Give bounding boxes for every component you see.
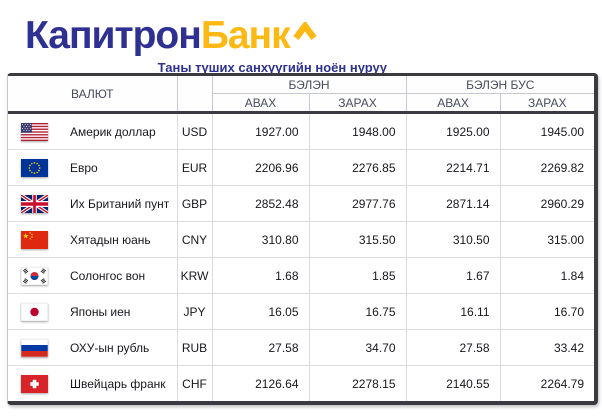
cash-buy-rate: 2206.96 <box>212 149 310 186</box>
noncash-buy-rate: 2140.55 <box>406 365 501 401</box>
col-header-noncash-buy: АВАХ <box>406 93 501 114</box>
cash-sell-rate: 2977.76 <box>309 185 407 222</box>
logo-caret-icon <box>293 4 317 52</box>
cash-buy-rate: 2852.48 <box>212 185 310 222</box>
currency-cell: Их Британий пунт <box>8 185 178 222</box>
brand-logo[interactable]: КапитронБанк Таны түших санхүүгийн ноён … <box>25 4 387 75</box>
noncash-sell-rate: 2264.79 <box>500 365 595 401</box>
col-header-cash-buy: АВАХ <box>212 93 310 114</box>
currency-cell: Америк доллар <box>8 112 178 150</box>
noncash-sell-rate: 1.84 <box>500 257 595 294</box>
cash-buy-rate: 2126.64 <box>212 365 310 401</box>
brand-name: КапитронБанк <box>25 4 387 60</box>
flag-gb-icon <box>21 194 48 213</box>
noncash-sell-rate: 33.42 <box>500 329 595 366</box>
currency-cell: Хятадын юань <box>8 221 178 258</box>
table-row: ОХУ-ын рубль RUB 27.58 34.70 27.58 33.42 <box>8 329 595 366</box>
flag-kr-icon <box>21 266 48 285</box>
currency-name: Их Британий пунт <box>70 196 170 211</box>
flag-us-icon <box>21 122 48 141</box>
cash-sell-rate: 2278.15 <box>309 365 407 401</box>
col-header-noncash-sell: ЗАРАХ <box>500 93 595 114</box>
rates-table-body: Америк доллар USD 1927.00 1948.00 1925.00 194… <box>8 112 595 401</box>
currency-name: Евро <box>70 160 98 175</box>
currency-code: CHF <box>177 365 213 401</box>
cash-buy-rate: 1927.00 <box>212 112 310 150</box>
table-header: ВАЛЮТ БЭЛЭН БЭЛЭН БУС АВАХ ЗАРАХ АВАХ ЗА… <box>8 76 595 114</box>
noncash-sell-rate: 315.00 <box>500 221 595 258</box>
table-row: Евро EUR 2206.96 2276.85 2214.71 2269.82 <box>8 149 595 186</box>
col-header-code <box>177 76 213 114</box>
col-header-cash: БЭЛЭН <box>212 76 407 94</box>
table-row: Их Британий пунт GBP 2852.48 2977.76 2871.14… <box>8 185 595 222</box>
flag-ch-icon <box>21 374 48 393</box>
noncash-buy-rate: 2871.14 <box>406 185 501 222</box>
currency-name: Солонгос вон <box>70 268 146 283</box>
noncash-buy-rate: 16.11 <box>406 293 501 330</box>
currency-name: Хятадын юань <box>70 232 151 247</box>
noncash-buy-rate: 1.67 <box>406 257 501 294</box>
brand-name-part1: Капитрон <box>25 14 202 57</box>
noncash-buy-rate: 2214.71 <box>406 149 501 186</box>
currency-name: Швейцарь франк <box>70 376 166 391</box>
cash-sell-rate: 2276.85 <box>309 149 407 186</box>
noncash-buy-rate: 1925.00 <box>406 112 501 150</box>
currency-code: JPY <box>177 293 213 330</box>
currency-name: Америк доллар <box>70 124 156 139</box>
cash-buy-rate: 1.68 <box>212 257 310 294</box>
col-header-noncash: БЭЛЭН БУС <box>406 76 595 94</box>
table-row: Швейцарь франк CHF 2126.64 2278.15 2140.55 22… <box>8 365 595 401</box>
brand-name-part2: Банк <box>200 14 291 57</box>
cash-buy-rate: 310.80 <box>212 221 310 258</box>
flag-ru-icon <box>21 338 48 357</box>
currency-cell: Японы иен <box>8 293 178 330</box>
noncash-sell-rate: 2960.29 <box>500 185 595 222</box>
flag-jp-icon <box>21 302 48 321</box>
cash-buy-rate: 16.05 <box>212 293 310 330</box>
table-row: Солонгос вон KRW 1.68 1.85 1.67 1.84 <box>8 257 595 294</box>
brand-tagline: Таны түших санхүүгийн ноён нуруу <box>157 60 387 75</box>
flag-eu-icon <box>21 158 48 177</box>
cash-sell-rate: 1948.00 <box>309 112 407 150</box>
currency-code: EUR <box>177 149 213 186</box>
col-header-currency: ВАЛЮТ <box>8 76 178 114</box>
noncash-sell-rate: 1945.00 <box>500 112 595 150</box>
table-row: Хятадын юань CNY 310.80 315.50 310.50 315.00 <box>8 221 595 258</box>
cash-sell-rate: 34.70 <box>309 329 407 366</box>
table-row: Японы иен JPY 16.05 16.75 16.11 16.70 <box>8 293 595 330</box>
currency-cell: Солонгос вон <box>8 257 178 294</box>
noncash-sell-rate: 16.70 <box>500 293 595 330</box>
cash-buy-rate: 27.58 <box>212 329 310 366</box>
currency-name: ОХУ-ын рубль <box>70 340 150 355</box>
noncash-sell-rate: 2269.82 <box>500 149 595 186</box>
currency-code: CNY <box>177 221 213 258</box>
noncash-buy-rate: 310.50 <box>406 221 501 258</box>
col-header-cash-sell: ЗАРАХ <box>309 93 407 114</box>
cash-sell-rate: 1.85 <box>309 257 407 294</box>
currency-code: USD <box>177 112 213 150</box>
currency-name: Японы иен <box>70 304 131 319</box>
cash-sell-rate: 16.75 <box>309 293 407 330</box>
exchange-rates-table: ВАЛЮТ БЭЛЭН БЭЛЭН БУС АВАХ ЗАРАХ АВАХ ЗА… <box>7 73 598 405</box>
currency-cell: Швейцарь франк <box>8 365 178 401</box>
currency-cell: ОХУ-ын рубль <box>8 329 178 366</box>
flag-cn-icon <box>21 230 48 249</box>
table-row: Америк доллар USD 1927.00 1948.00 1925.00 194… <box>8 112 595 150</box>
noncash-buy-rate: 27.58 <box>406 329 501 366</box>
currency-code: RUB <box>177 329 213 366</box>
currency-cell: Евро <box>8 149 178 186</box>
currency-code: KRW <box>177 257 213 294</box>
cash-sell-rate: 315.50 <box>309 221 407 258</box>
currency-code: GBP <box>177 185 213 222</box>
